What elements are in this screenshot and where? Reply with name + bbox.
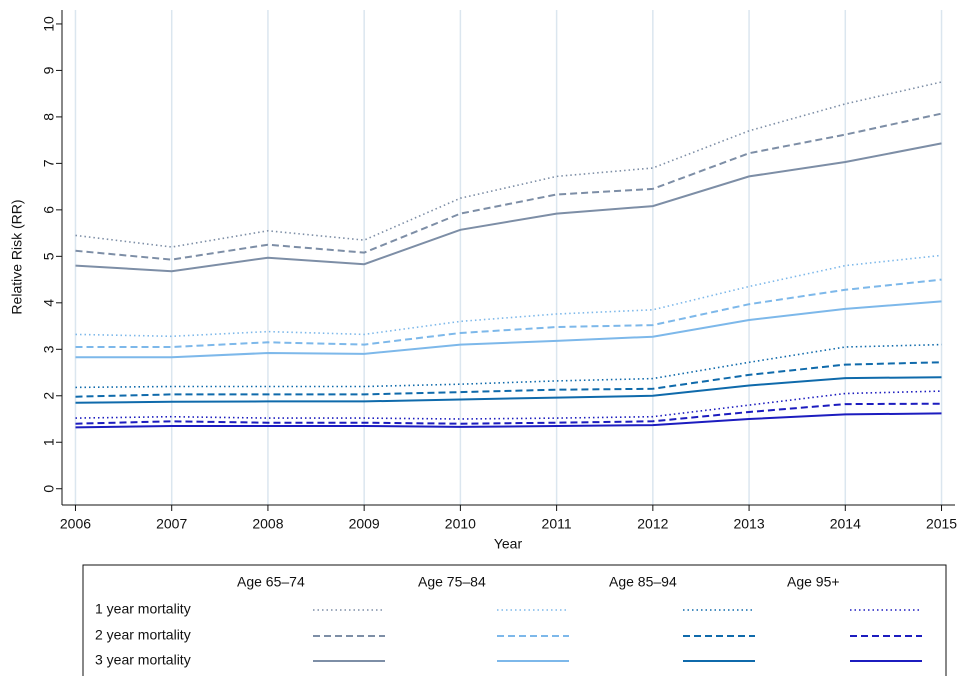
y-axis-label: Relative Risk (RR) (9, 199, 25, 314)
x-tick-label: 2013 (733, 516, 764, 532)
data-line (75, 142, 942, 273)
y-tick-label: 5 (41, 252, 57, 260)
x-tick-label: 2012 (637, 516, 668, 532)
x-tick-label: 2006 (60, 516, 91, 532)
data-line (75, 402, 942, 425)
x-axis-label: Year (494, 536, 523, 552)
legend-column-label: Age 85–94 (609, 574, 677, 590)
x-tick-label: 2014 (830, 516, 861, 532)
legend-row-label: 2 year mortality (95, 627, 191, 643)
data-line (75, 278, 942, 348)
x-tick-label: 2007 (156, 516, 187, 532)
y-tick-label: 4 (41, 299, 57, 307)
data-line (75, 300, 942, 359)
legend-box (82, 564, 947, 676)
x-tick-label: 2015 (926, 516, 957, 532)
data-line (75, 376, 942, 404)
legend-column-label: Age 65–74 (237, 574, 305, 590)
y-tick-label: 2 (41, 392, 57, 400)
x-tick-label: 2009 (349, 516, 380, 532)
legend-column-label: Age 75–84 (418, 574, 486, 590)
y-tick-label: 6 (41, 206, 57, 214)
y-tick-label: 10 (41, 16, 57, 32)
y-tick-label: 0 (41, 485, 57, 493)
legend-row-label: 1 year mortality (95, 601, 191, 617)
data-line (75, 343, 942, 389)
y-tick-label: 8 (41, 113, 57, 121)
data-line (75, 254, 942, 338)
y-tick-label: 3 (41, 345, 57, 353)
legend-row-label: 3 year mortality (95, 652, 191, 668)
data-line (75, 412, 942, 429)
data-line (75, 390, 942, 420)
x-tick-label: 2011 (542, 516, 572, 532)
x-tick-label: 2008 (252, 516, 283, 532)
legend-column-label: Age 95+ (787, 574, 840, 590)
y-tick-label: 9 (41, 66, 57, 74)
y-tick-label: 1 (41, 438, 57, 446)
x-tick-label: 2010 (445, 516, 476, 532)
data-line (75, 361, 942, 398)
data-line (75, 112, 942, 261)
y-tick-label: 7 (41, 159, 57, 167)
